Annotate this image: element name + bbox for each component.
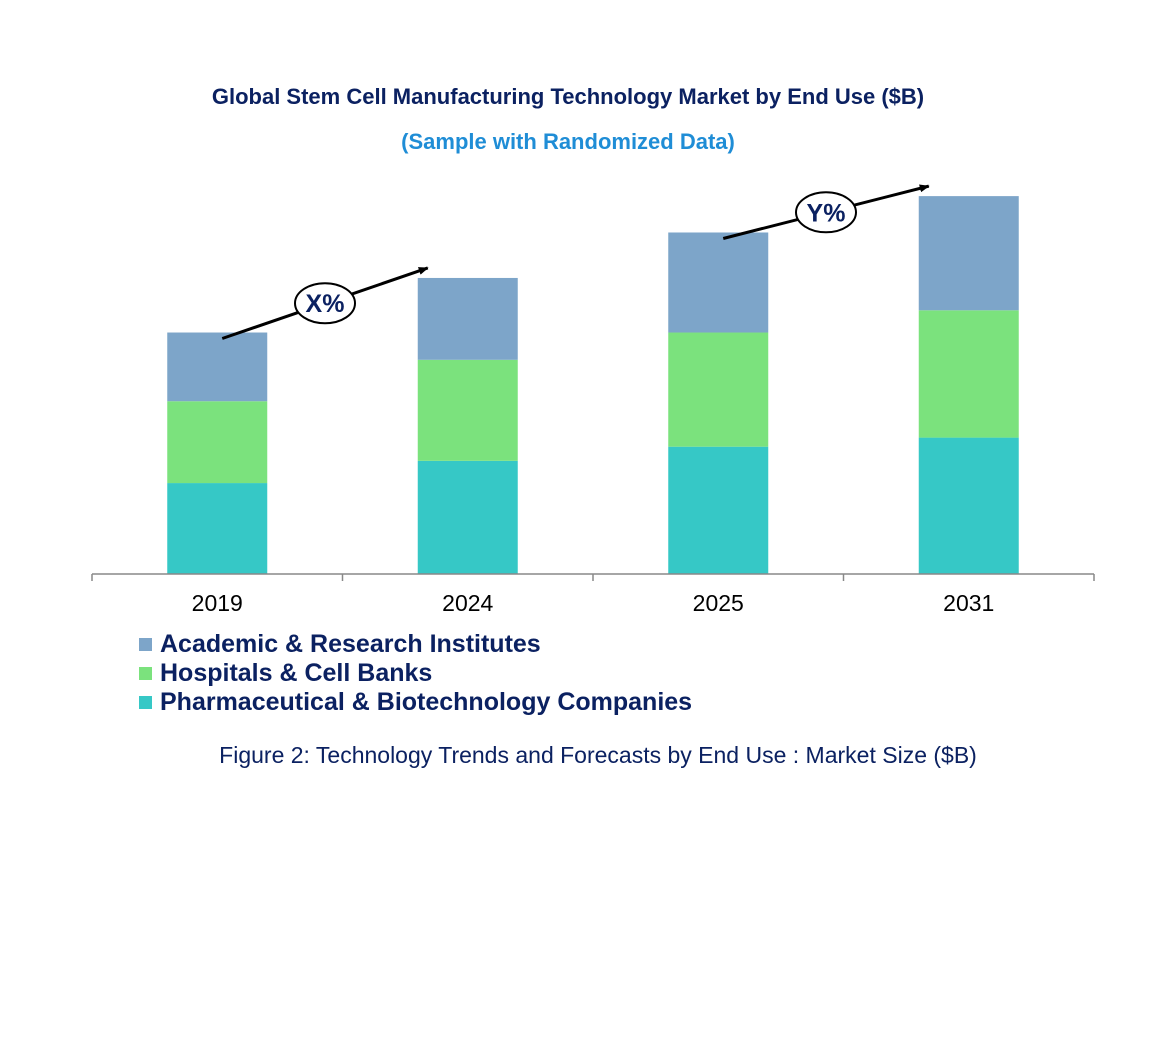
legend-swatch [139, 696, 152, 709]
bar-2031-series-2 [918, 196, 1019, 311]
bar-2031-series-1 [918, 310, 1019, 438]
chart-title: Global Stem Cell Manufacturing Technolog… [211, 84, 925, 109]
bar-2025-series-2 [668, 232, 769, 333]
x-tick-label: 2019 [192, 590, 243, 616]
legend-label: Pharmaceutical & Biotechnology Companies [160, 688, 693, 716]
bar-2019-series-2 [167, 332, 268, 402]
bar-2024-series-2 [417, 277, 518, 360]
legend-label: Academic & Research Institutes [160, 630, 541, 658]
plot-area: 2019 2024 2025 2031 X% Y% [91, 184, 1095, 616]
bar-2031-series-0 [918, 437, 1019, 574]
x-tick-label: 2031 [943, 590, 994, 616]
x-tick-label: 2024 [442, 590, 493, 616]
bar-2024-series-0 [417, 460, 518, 574]
legend-swatch [139, 638, 152, 651]
legend-item-hospitals: Hospitals & Cell Banks [139, 659, 692, 688]
growth-ellipse-2 [795, 191, 857, 234]
bar-2024-series-1 [417, 359, 518, 461]
legend-swatch [139, 667, 152, 680]
bar-2025-series-0 [668, 446, 769, 574]
legend-item-pharma: Pharmaceutical & Biotechnology Companies [139, 688, 692, 717]
bar-2019-series-1 [167, 401, 268, 484]
bar-2019-series-0 [167, 483, 268, 574]
chart-subtitle: (Sample with Randomized Data) [401, 129, 735, 154]
bar-2025-series-1 [668, 332, 769, 447]
legend-item-academic: Academic & Research Institutes [139, 630, 692, 659]
growth-label-2: Y% [807, 199, 846, 227]
legend: Academic & Research Institutes Hospitals… [139, 630, 692, 717]
legend-label: Hospitals & Cell Banks [160, 659, 433, 687]
growth-label-1: X% [306, 290, 345, 318]
growth-ellipse-1 [294, 282, 356, 325]
x-tick-label: 2025 [693, 590, 744, 616]
figure-caption: Figure 2: Technology Trends and Forecast… [219, 742, 977, 768]
